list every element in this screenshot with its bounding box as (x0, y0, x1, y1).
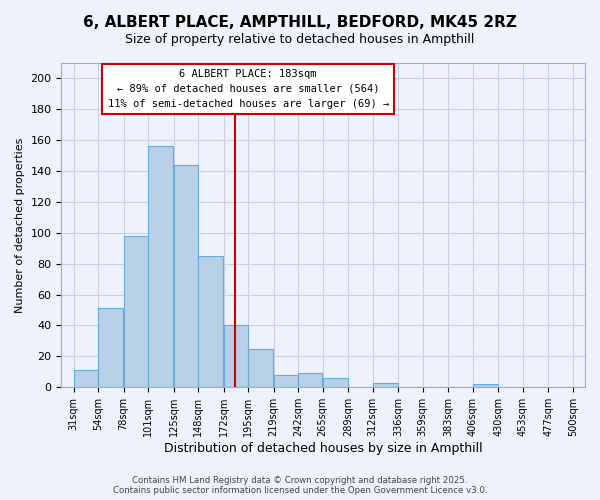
Bar (199, 256, 223, 388)
X-axis label: Distribution of detached houses by size in Ampthill: Distribution of detached houses by size … (164, 442, 482, 455)
Bar (248, 348, 274, 388)
Y-axis label: Number of detached properties: Number of detached properties (15, 137, 25, 312)
Bar (148, 146, 173, 388)
Bar (473, 384, 498, 388)
Bar (274, 375, 298, 388)
Bar (124, 236, 148, 388)
Text: 6, ALBERT PLACE, AMPTHILL, BEDFORD, MK45 2RZ: 6, ALBERT PLACE, AMPTHILL, BEDFORD, MK45… (83, 15, 517, 30)
Bar (98, 308, 124, 388)
Bar (224, 326, 248, 388)
Text: Contains HM Land Registry data © Crown copyright and database right 2025.
Contai: Contains HM Land Registry data © Crown c… (113, 476, 487, 495)
Bar (323, 378, 348, 388)
Text: 6 ALBERT PLACE: 183sqm
← 89% of detached houses are smaller (564)
11% of semi-de: 6 ALBERT PLACE: 183sqm ← 89% of detached… (107, 69, 389, 108)
Bar (74, 370, 98, 388)
Bar (298, 374, 322, 388)
Bar (174, 164, 198, 388)
Bar (373, 382, 398, 388)
Text: Size of property relative to detached houses in Ampthill: Size of property relative to detached ho… (125, 32, 475, 46)
